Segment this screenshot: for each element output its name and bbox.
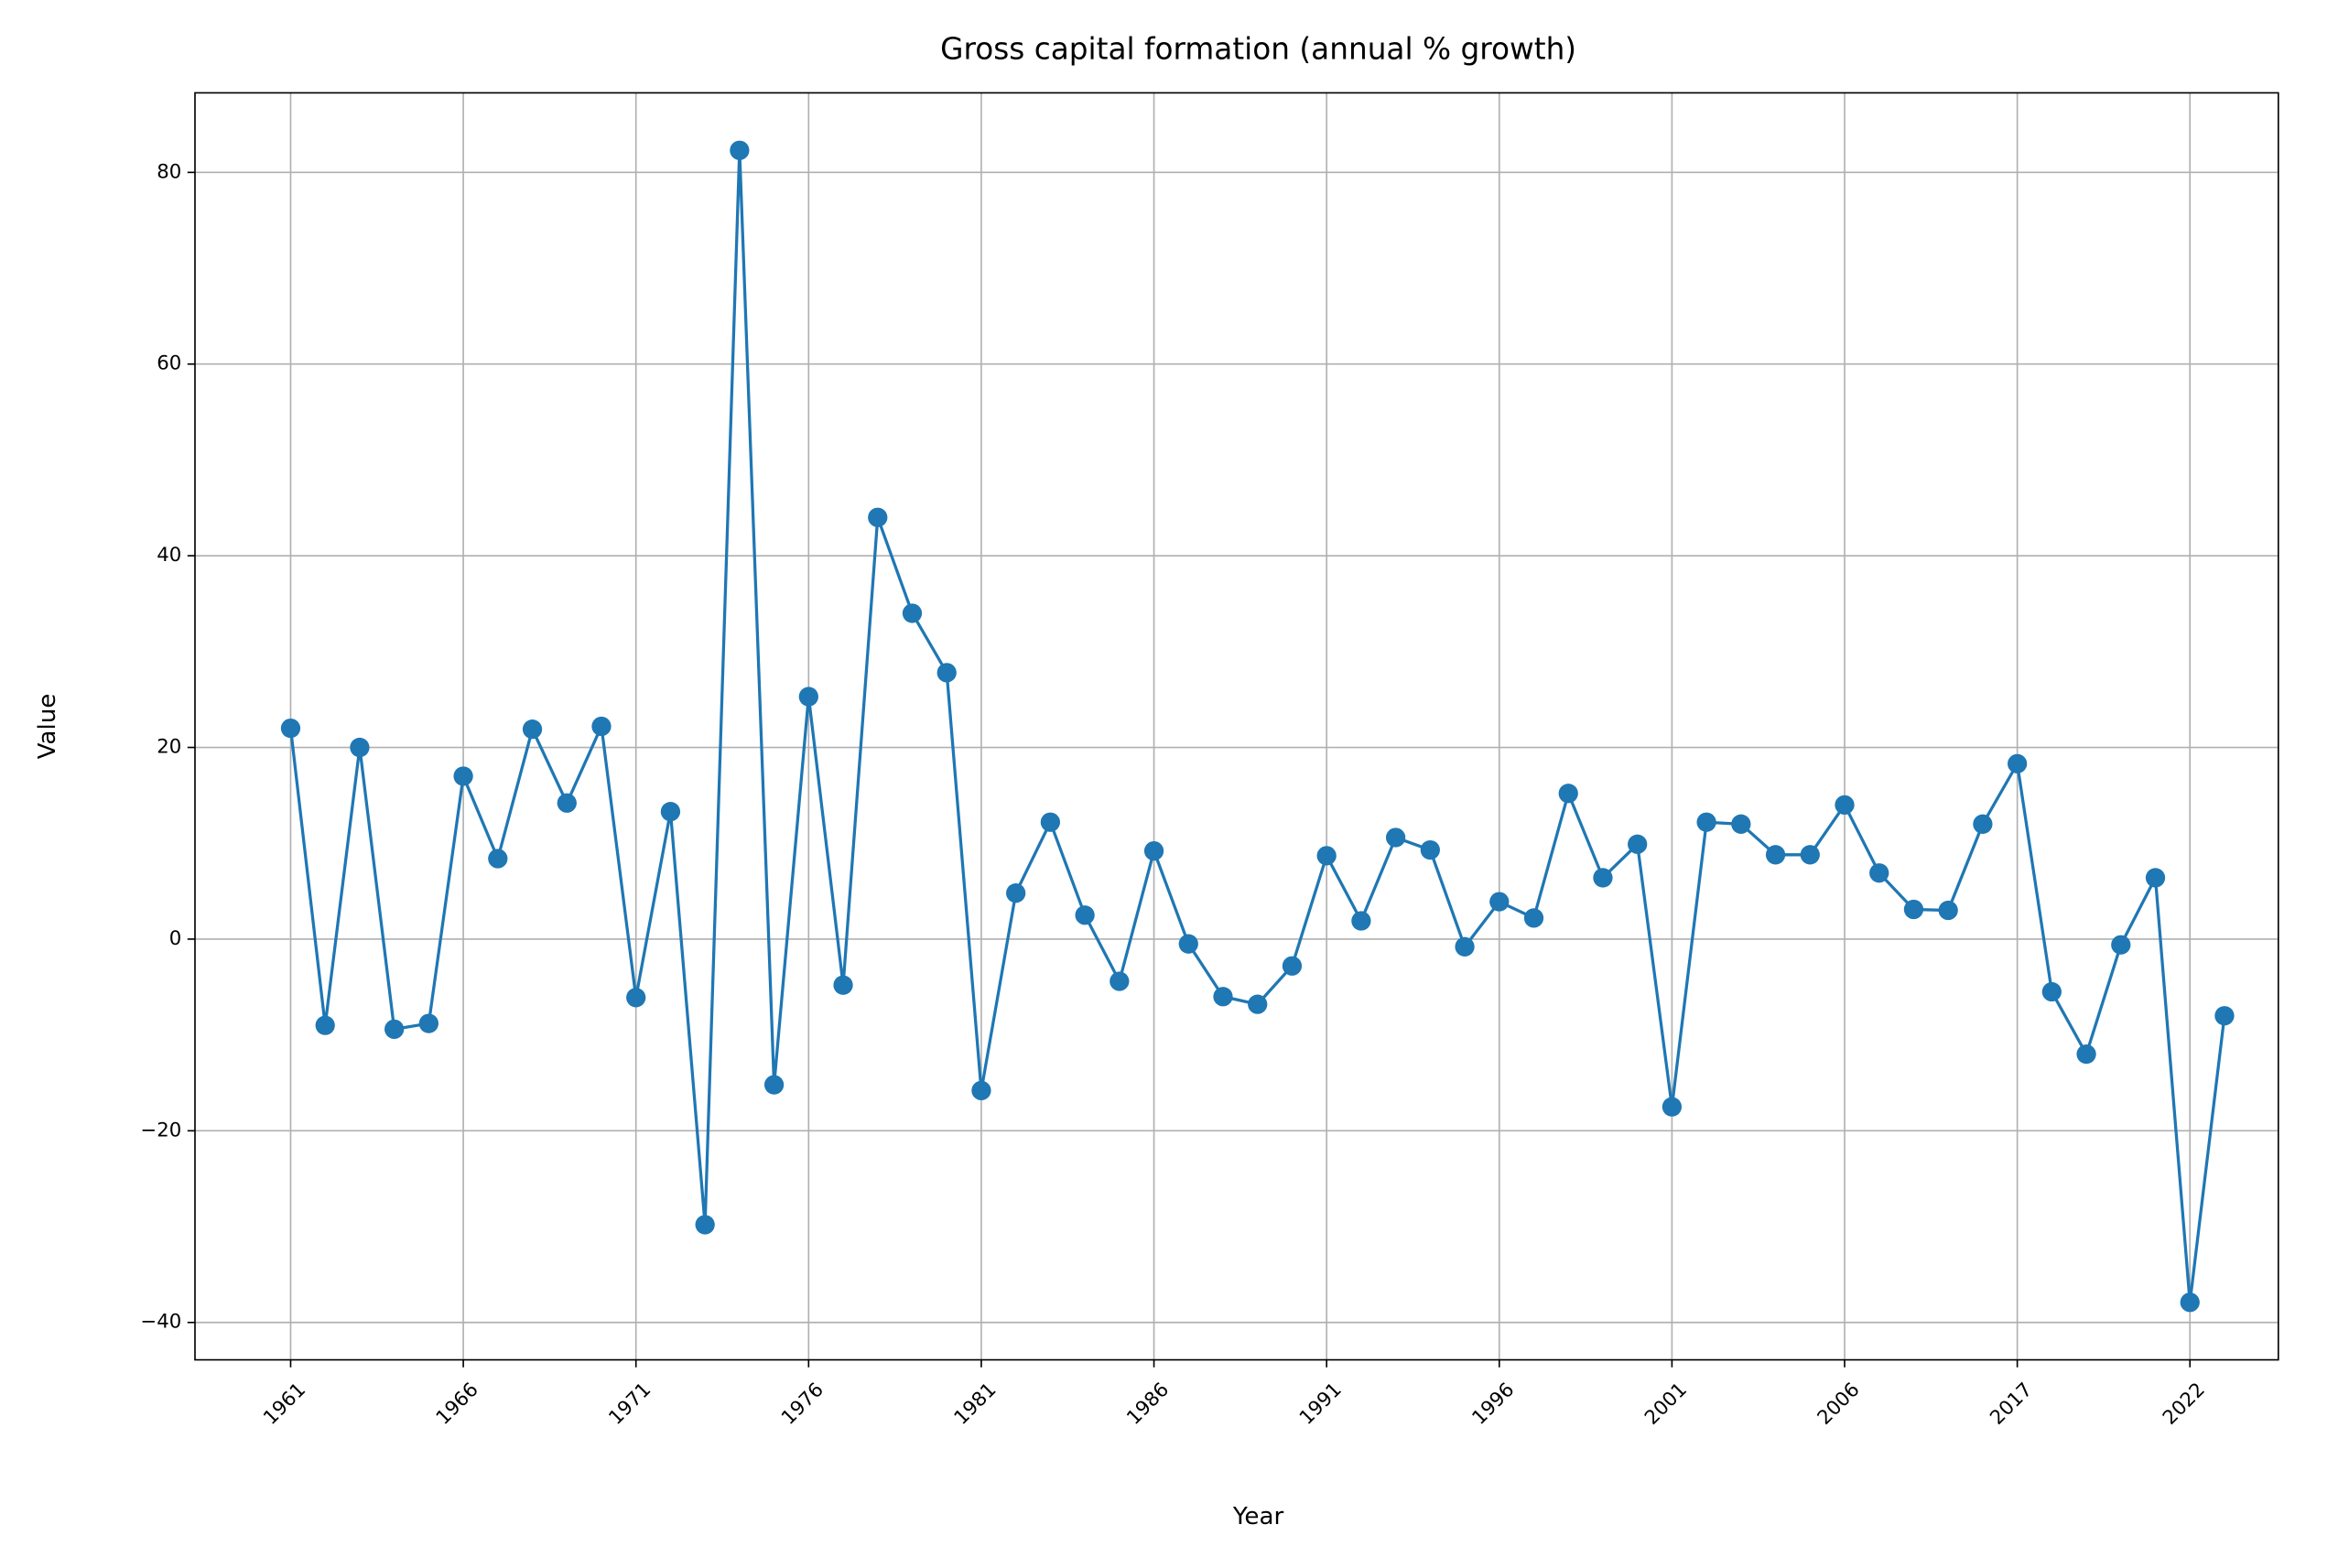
data-point bbox=[660, 802, 681, 822]
data-point bbox=[1973, 814, 1993, 834]
data-point bbox=[1178, 934, 1198, 954]
data-point bbox=[1593, 868, 1613, 888]
data-point bbox=[2007, 753, 2028, 773]
data-point bbox=[695, 1215, 715, 1235]
data-point bbox=[1040, 812, 1061, 832]
plot-frame bbox=[194, 92, 2279, 1361]
data-point bbox=[2041, 981, 2062, 1002]
data-point bbox=[418, 1013, 439, 1033]
data-point bbox=[2180, 1292, 2200, 1313]
data-point bbox=[384, 1019, 405, 1039]
data-point bbox=[1455, 936, 1475, 957]
data-point bbox=[2214, 1006, 2235, 1026]
data-point bbox=[971, 1080, 991, 1101]
data-point bbox=[1489, 892, 1510, 912]
data-point bbox=[1558, 784, 1578, 804]
data-point bbox=[280, 718, 301, 739]
chart-title: Gross capital formation (annual % growth… bbox=[940, 32, 1576, 67]
y-tick-label: 80 bbox=[157, 160, 181, 183]
data-point bbox=[1903, 899, 1924, 920]
x-axis-label: Year bbox=[1232, 1503, 1284, 1530]
data-point bbox=[1282, 956, 1303, 976]
data-point bbox=[936, 663, 957, 683]
data-point bbox=[1835, 795, 1855, 815]
data-point bbox=[1523, 908, 1544, 928]
data-point bbox=[626, 988, 646, 1008]
data-point bbox=[1628, 834, 1648, 854]
y-tick-label: 40 bbox=[157, 544, 181, 567]
data-point bbox=[1075, 905, 1095, 925]
data-point bbox=[1213, 987, 1233, 1007]
data-point bbox=[591, 716, 612, 737]
data-point bbox=[1351, 911, 1371, 931]
data-point bbox=[315, 1015, 335, 1035]
data-point bbox=[522, 719, 543, 740]
y-tick-label: −40 bbox=[140, 1311, 181, 1334]
data-point bbox=[1143, 840, 1164, 861]
data-point bbox=[833, 975, 853, 995]
data-point bbox=[1006, 883, 1026, 903]
data-point bbox=[2076, 1044, 2096, 1065]
data-point bbox=[1662, 1097, 1683, 1117]
data-point bbox=[453, 766, 473, 786]
data-point bbox=[1938, 900, 1958, 921]
data-point bbox=[557, 793, 577, 813]
data-point bbox=[763, 1075, 785, 1095]
y-tick-label: −20 bbox=[140, 1119, 181, 1141]
data-point bbox=[1869, 863, 1889, 883]
data-point bbox=[1110, 971, 1130, 991]
data-point bbox=[488, 849, 508, 869]
data-point bbox=[798, 687, 818, 707]
data-point bbox=[2145, 868, 2166, 888]
data-point bbox=[902, 603, 923, 623]
data-point bbox=[1765, 845, 1786, 865]
data-point bbox=[1800, 845, 1820, 865]
y-tick-label: 20 bbox=[157, 736, 181, 759]
data-point bbox=[350, 737, 370, 758]
data-point bbox=[1731, 814, 1751, 834]
data-point bbox=[730, 140, 750, 160]
y-tick-label: 0 bbox=[169, 927, 182, 950]
y-tick-label: 60 bbox=[157, 352, 181, 375]
data-point bbox=[1316, 846, 1337, 866]
data-point bbox=[1696, 812, 1716, 832]
data-point bbox=[2111, 935, 2131, 955]
data-point bbox=[1248, 994, 1268, 1014]
data-point bbox=[1420, 839, 1440, 860]
data-point bbox=[1385, 827, 1406, 848]
data-point bbox=[868, 507, 888, 527]
y-axis-label: Value bbox=[34, 694, 61, 760]
